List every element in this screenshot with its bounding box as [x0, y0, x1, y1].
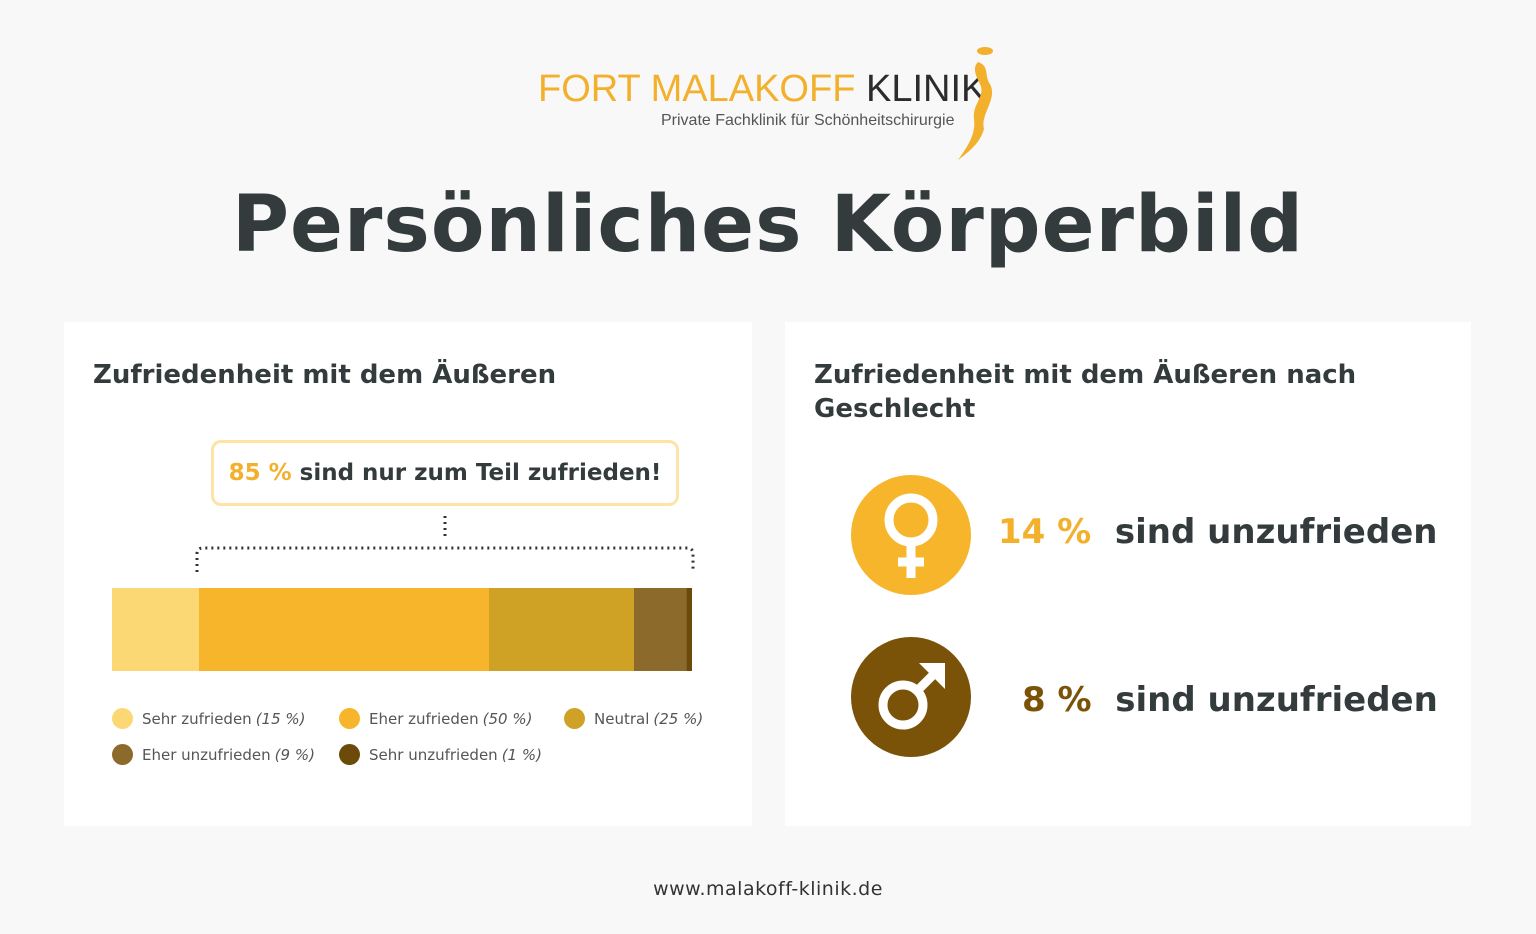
legend-percent: (9 %) [274, 745, 315, 764]
logo-figure-icon [958, 47, 993, 160]
stacked-bar [112, 588, 692, 671]
callout-value: 85 % [228, 460, 292, 486]
callout-box: 85 % sind nur zum Teil zufrieden! [211, 440, 679, 506]
legend-percent: (50 %) [482, 709, 533, 728]
male-badge [851, 637, 971, 757]
legend-label: Sehr unzufrieden [369, 745, 498, 764]
legend-swatch [112, 744, 133, 765]
female-text: sind unzufrieden [1114, 512, 1438, 552]
logo-brand-dark-text: KLINIK [865, 68, 987, 110]
gender-card-title-line2: Geschlecht [814, 394, 976, 424]
legend-percent: (25 %) [653, 709, 704, 728]
chart-legend: Sehr zufrieden (15 %) Eher zufrieden (50 %)… [112, 708, 712, 778]
logo-brand: FORT MALAKOFF KLINIK [538, 68, 986, 111]
callout-text: sind nur zum Teil zufrieden! [299, 460, 662, 486]
legend-swatch [339, 708, 360, 729]
legend-percent: (1 %) [501, 745, 542, 764]
bar-segment-3 [489, 588, 634, 671]
male-value: 8 % [1022, 680, 1092, 720]
legend-swatch [339, 744, 360, 765]
legend-swatch [564, 708, 585, 729]
female-value: 14 % [998, 512, 1092, 552]
logo-brand-text: FORT MALAKOFF [538, 68, 856, 110]
legend-item: Sehr unzufrieden (1 %) [339, 744, 542, 765]
legend-item: Neutral (25 %) [564, 708, 703, 729]
overall-card-title: Zufriedenheit mit dem Äußeren [93, 360, 557, 390]
male-symbol-icon [878, 663, 945, 730]
bar-segment-2 [199, 588, 489, 671]
legend-swatch [112, 708, 133, 729]
female-badge [851, 475, 971, 595]
female-symbol-icon [884, 493, 938, 578]
gender-card-title: Zufriedenheit mit dem Äußeren nach Geschl… [814, 358, 1356, 426]
legend-label: Eher unzufrieden [142, 745, 271, 764]
male-stat: 8 % sind unzufrieden [1022, 680, 1438, 720]
overall-satisfaction-card [64, 322, 752, 826]
gender-card-title-line1: Zufriedenheit mit dem Äußeren nach [814, 360, 1357, 390]
male-text: sind unzufrieden [1115, 680, 1438, 720]
legend-item: Eher unzufrieden (9 %) [112, 744, 315, 765]
bracket-connector [195, 516, 695, 572]
legend-label: Sehr zufrieden [142, 709, 252, 728]
footer-url[interactable]: www.malakoff-klinik.de [653, 878, 883, 900]
bar-segment-5 [686, 588, 692, 671]
legend-label: Eher zufrieden [369, 709, 479, 728]
bar-segment-1 [112, 588, 199, 671]
logo-tagline: Private Fachklinik für Schönheitschirurg… [661, 112, 955, 129]
legend-percent: (15 %) [255, 709, 306, 728]
legend-label: Neutral [594, 709, 650, 728]
legend-item: Sehr zufrieden (15 %) [112, 708, 306, 729]
female-stat: 14 % sind unzufrieden [998, 512, 1437, 552]
legend-item: Eher zufrieden (50 %) [339, 708, 532, 729]
page-title: Persönliches Körperbild [231, 180, 1305, 270]
bar-segment-4 [634, 588, 687, 671]
